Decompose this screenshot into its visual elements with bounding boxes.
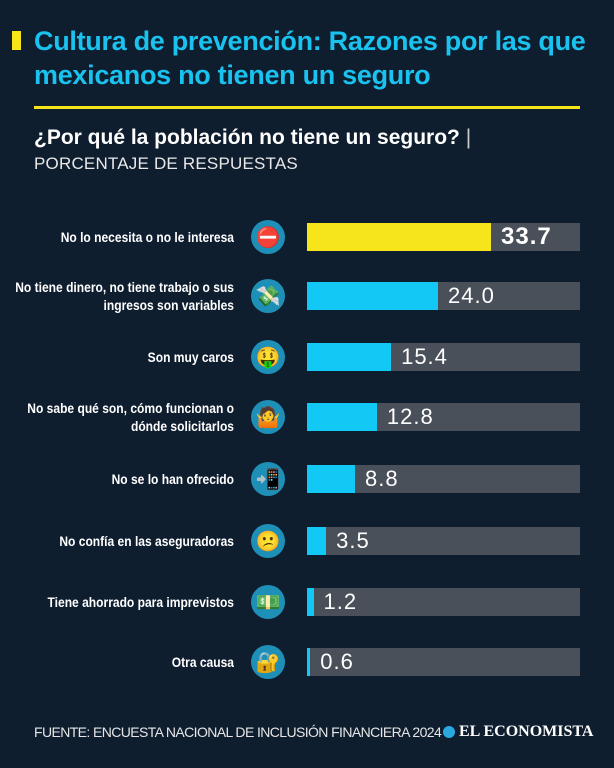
bar-track: 1.2 — [307, 588, 580, 616]
lock-key-icon: 🔐 — [251, 645, 285, 679]
bar-row: Otra causa 🔐 0.6 — [0, 637, 614, 687]
category-label: No lo necesita o no le interesa — [60, 229, 234, 245]
shrugging-person-icon: 🤷 — [251, 400, 285, 434]
category-label: No confía en las aseguradoras — [59, 533, 234, 549]
chart-title-text: ¿Por qué la población no tiene un seguro… — [34, 126, 460, 149]
bar-track: 3.5 — [307, 527, 580, 555]
bar-track: 12.8 — [307, 403, 580, 431]
publisher-logo: EL ECONOMISTA — [443, 723, 593, 741]
value-label: 8.8 — [365, 466, 399, 491]
value-label: 0.6 — [320, 649, 354, 674]
bar-row: No confía en las aseguradoras 😕 3.5 — [0, 516, 614, 566]
value-label: 12.8 — [386, 404, 434, 429]
title-separator: | — [465, 126, 472, 149]
bar-row: Son muy caros 🤑 15.4 — [0, 332, 614, 382]
value-label: 3.5 — [336, 528, 370, 553]
bar — [307, 588, 314, 616]
bar — [307, 282, 439, 310]
money-mouth-face-icon: 🤑 — [251, 340, 285, 374]
bar-track: 15.4 — [307, 343, 580, 371]
bar-row: No lo necesita o no le interesa ⛔ 33.7 — [0, 212, 614, 262]
bar — [307, 648, 311, 676]
page-title: Cultura de prevención: Razones por las q… — [34, 26, 586, 90]
chart-title: ¿Por qué la población no tiene un seguro… — [34, 126, 471, 150]
title-marker — [12, 31, 21, 50]
no-entry-icon: ⛔ — [251, 220, 285, 254]
logo-text: EL ECONOMISTA — [459, 723, 594, 740]
value-label: 1.2 — [323, 589, 358, 614]
category-label: Son muy caros — [147, 349, 234, 365]
source-note: FUENTE: ENCUESTA NACIONAL DE INCLUSIÓN F… — [34, 724, 442, 740]
bar-row: No tiene dinero, no tiene trabajo o sus … — [0, 271, 614, 321]
bar-track: 33.7 — [307, 223, 580, 251]
money-wings-icon: 💸 — [251, 279, 285, 313]
value-label: 33.7 — [501, 223, 552, 250]
category-label: No sabe qué son, cómo funcionan o dónde … — [27, 400, 235, 434]
dollar-bill-icon: 💵 — [251, 585, 285, 619]
bar — [307, 343, 392, 371]
confused-face-icon: 😕 — [251, 524, 285, 558]
value-label: 15.4 — [401, 344, 448, 369]
mobile-phone-icon: 📲 — [251, 462, 285, 496]
bar-track: 8.8 — [307, 465, 580, 493]
logo-globe-icon — [443, 726, 455, 738]
bar-track: 24.0 — [307, 282, 580, 310]
category-label: No se lo han ofrecido — [111, 471, 234, 487]
bar-row: No se lo han ofrecido 📲 8.8 — [0, 454, 614, 504]
title-divider — [34, 106, 580, 109]
bar-track: 0.6 — [307, 648, 580, 676]
bar — [307, 465, 356, 493]
bar-row: Tiene ahorrado para imprevistos 💵 1.2 — [0, 577, 614, 627]
bar — [307, 403, 377, 431]
category-label: Otra causa — [171, 654, 234, 670]
category-label: Tiene ahorrado para imprevistos — [47, 594, 235, 610]
category-label: No tiene dinero, no tiene trabajo o sus … — [15, 279, 235, 313]
bar-row: No sabe qué son, cómo funcionan o dónde … — [0, 392, 614, 442]
chart-subtitle: PORCENTAJE DE RESPUESTAS — [34, 154, 298, 173]
bar — [307, 223, 491, 251]
value-label: 24.0 — [448, 283, 495, 308]
bar — [307, 527, 327, 555]
